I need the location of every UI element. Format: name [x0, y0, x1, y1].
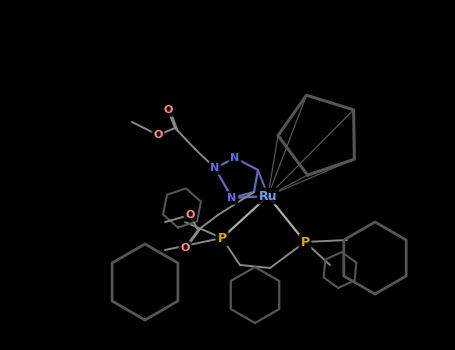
Text: N: N	[228, 193, 237, 203]
Text: N: N	[230, 153, 240, 163]
Text: P: P	[300, 236, 309, 248]
Text: O: O	[180, 243, 190, 253]
Text: N: N	[210, 163, 220, 173]
Text: P: P	[217, 231, 227, 245]
Text: O: O	[153, 130, 163, 140]
Text: O: O	[185, 210, 195, 220]
Text: O: O	[163, 105, 173, 115]
Text: Ru: Ru	[259, 189, 277, 203]
